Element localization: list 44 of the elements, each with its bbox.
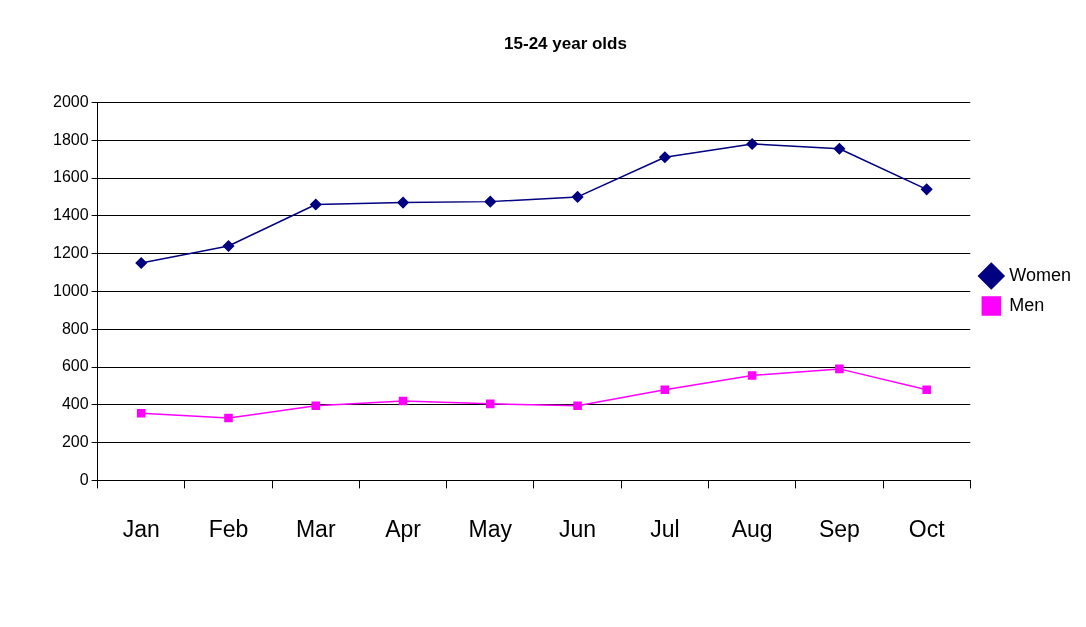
legend-label: Men <box>1009 294 1045 315</box>
y-tick-label: 1800 <box>53 130 89 148</box>
x-tick-label: Jul <box>650 515 680 542</box>
point <box>398 396 408 406</box>
point <box>920 183 933 196</box>
x-tick-label: Feb <box>208 515 249 542</box>
y-tick-label: 1400 <box>53 206 89 224</box>
y-tick-label: 0 <box>79 470 89 488</box>
point <box>835 364 844 374</box>
point <box>310 198 322 211</box>
y-tick-label: 400 <box>61 395 89 413</box>
point <box>484 195 497 208</box>
point <box>224 413 233 423</box>
x-tick-label: Sep <box>818 515 860 542</box>
x-tick-label: Mar <box>295 515 336 542</box>
x-tick-label: Apr <box>385 515 422 542</box>
legend-label: Women <box>1009 264 1072 285</box>
point <box>397 196 409 209</box>
y-tick-label: 200 <box>61 433 89 451</box>
point <box>573 401 582 411</box>
x-tick-label: Oct <box>908 515 946 542</box>
point <box>659 151 671 163</box>
point <box>486 399 495 409</box>
y-tick-label: 1200 <box>53 244 89 262</box>
x-tick-label: Aug <box>731 515 773 542</box>
x-tick-label: Jan <box>122 515 160 542</box>
y-tick-label: 2000 <box>53 92 89 110</box>
chart-title: 15-24 year olds <box>504 33 627 53</box>
point <box>660 385 670 394</box>
y-tick-label: 600 <box>61 357 89 375</box>
point <box>136 409 146 418</box>
y-tick-label: 1000 <box>53 281 89 299</box>
y-tick-label: 1600 <box>53 168 89 186</box>
point <box>922 385 931 394</box>
point <box>571 191 584 203</box>
point <box>746 138 758 150</box>
x-tick-label: Jun <box>559 515 597 542</box>
point <box>833 142 846 155</box>
point <box>222 240 235 252</box>
point <box>747 371 757 380</box>
point <box>135 257 147 269</box>
point <box>311 401 321 411</box>
y-tick-label: 800 <box>61 319 89 337</box>
x-tick-label: May <box>468 515 513 542</box>
